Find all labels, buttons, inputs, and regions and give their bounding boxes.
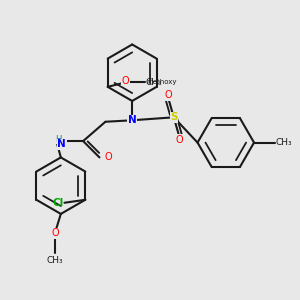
- Text: O: O: [176, 135, 184, 145]
- Text: N: N: [128, 115, 136, 125]
- Text: O: O: [105, 152, 112, 162]
- Text: methoxy: methoxy: [146, 80, 177, 85]
- Text: Cl: Cl: [52, 198, 64, 208]
- Text: CH₃: CH₃: [146, 78, 162, 87]
- Text: S: S: [170, 112, 178, 122]
- Text: O: O: [122, 76, 129, 86]
- Text: CH₃: CH₃: [275, 138, 292, 147]
- Text: H: H: [55, 134, 61, 143]
- Text: CH₃: CH₃: [46, 256, 63, 265]
- Text: O: O: [164, 90, 172, 100]
- Text: N: N: [57, 139, 66, 149]
- Text: O: O: [51, 228, 59, 238]
